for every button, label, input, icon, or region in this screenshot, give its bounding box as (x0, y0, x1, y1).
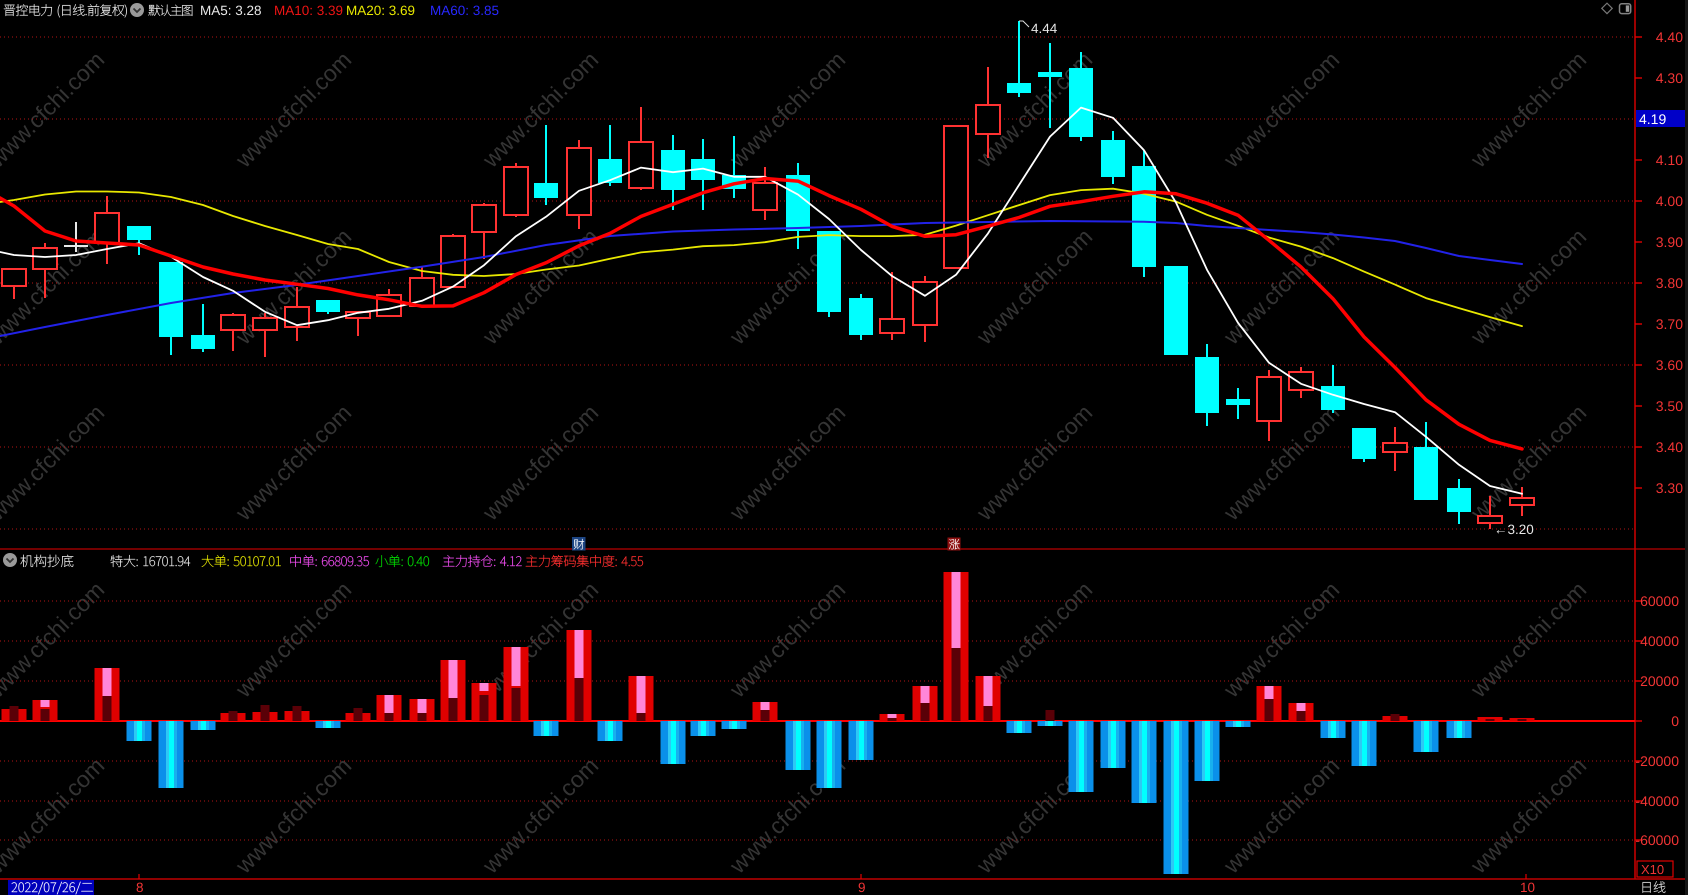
svg-text:40000: 40000 (1640, 633, 1679, 649)
svg-text:4.19: 4.19 (1639, 111, 1666, 127)
svg-text:9: 9 (858, 880, 866, 895)
svg-text:8: 8 (136, 880, 144, 895)
svg-text:MA5: 3.28: MA5: 3.28 (200, 3, 262, 18)
svg-text:3.60: 3.60 (1656, 357, 1683, 373)
svg-text:3.40: 3.40 (1656, 439, 1683, 455)
svg-text:3.30: 3.30 (1656, 480, 1683, 496)
svg-text:←3.20: ←3.20 (1494, 522, 1534, 537)
svg-text:4.40: 4.40 (1656, 29, 1683, 45)
svg-text:4.44: 4.44 (1031, 21, 1058, 36)
svg-text:-60000: -60000 (1635, 832, 1679, 848)
svg-text:MA20: 3.69: MA20: 3.69 (346, 3, 415, 18)
svg-text:3.70: 3.70 (1656, 316, 1683, 332)
svg-text:4.30: 4.30 (1656, 70, 1683, 86)
svg-text:-20000: -20000 (1635, 753, 1679, 769)
svg-text:-40000: -40000 (1635, 793, 1679, 809)
svg-text:60000: 60000 (1640, 593, 1679, 609)
svg-text:4.10: 4.10 (1656, 152, 1683, 168)
svg-text:MA10: 3.39: MA10: 3.39 (274, 3, 343, 18)
svg-text:0: 0 (1671, 713, 1679, 729)
svg-text:3.80: 3.80 (1656, 275, 1683, 291)
svg-text:20000: 20000 (1640, 673, 1679, 689)
svg-text:MA60: 3.85: MA60: 3.85 (430, 3, 499, 18)
svg-text:4.00: 4.00 (1656, 193, 1683, 209)
svg-text:3.90: 3.90 (1656, 234, 1683, 250)
svg-text:10: 10 (1520, 880, 1535, 895)
svg-text:X10: X10 (1641, 862, 1664, 877)
svg-text:3.50: 3.50 (1656, 398, 1683, 414)
